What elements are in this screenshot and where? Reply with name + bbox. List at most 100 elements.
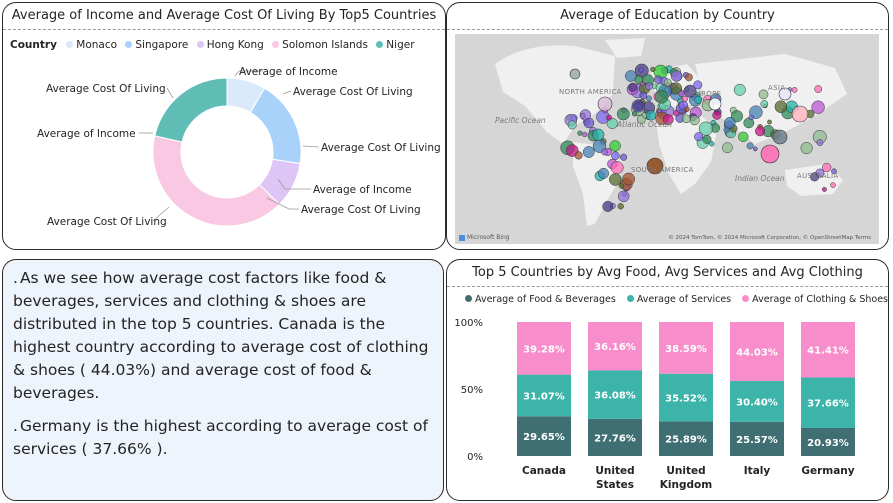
bar-segment-2[interactable]	[730, 322, 784, 382]
bar-segment-0[interactable]	[801, 427, 855, 456]
country-bubble[interactable]	[814, 85, 823, 93]
donut-slice-solomon-islands[interactable]	[152, 135, 281, 227]
country-bubble[interactable]	[640, 81, 645, 87]
country-bubble[interactable]	[746, 142, 754, 150]
bar-segment-1[interactable]	[588, 370, 642, 419]
legend-item-clothing[interactable]: Average of Clothing & Shoes	[742, 294, 888, 305]
bar-segment-1[interactable]	[517, 374, 571, 417]
country-bubble[interactable]	[662, 114, 674, 125]
country-bubble[interactable]	[689, 115, 700, 126]
legend-item-monaco[interactable]: Monaco	[66, 39, 117, 51]
country-bubble[interactable]	[606, 114, 612, 121]
country-bubble[interactable]	[617, 190, 630, 203]
country-bubble[interactable]	[708, 97, 722, 111]
country-bubble[interactable]	[582, 131, 588, 138]
country-bubble[interactable]	[610, 161, 624, 174]
country-bubble[interactable]	[684, 106, 690, 113]
country-bubble[interactable]	[598, 167, 609, 179]
country-bubble[interactable]	[748, 114, 755, 121]
country-bubble[interactable]	[760, 100, 769, 108]
country-bubble[interactable]	[609, 140, 621, 152]
country-bubble[interactable]	[569, 68, 581, 80]
bar-segment-1[interactable]	[659, 373, 713, 422]
country-bubble[interactable]	[622, 172, 635, 186]
country-bubble[interactable]	[597, 96, 613, 112]
bar-segment-0[interactable]	[517, 416, 571, 456]
country-bubble[interactable]	[611, 151, 620, 161]
country-bubble[interactable]	[772, 129, 788, 145]
country-bubble[interactable]	[816, 139, 824, 146]
country-bubble[interactable]	[645, 109, 657, 121]
country-bubble[interactable]	[767, 119, 772, 125]
country-bubble[interactable]	[628, 82, 638, 92]
country-bubble[interactable]	[682, 114, 691, 124]
country-bubble[interactable]	[631, 111, 638, 117]
bar-segment-0[interactable]	[588, 418, 642, 456]
country-bubble[interactable]	[694, 132, 704, 142]
country-bubble[interactable]	[774, 100, 788, 113]
country-bubble[interactable]	[579, 113, 586, 119]
country-bubble[interactable]	[760, 144, 780, 164]
country-bubble[interactable]	[791, 87, 798, 93]
bar-segment-2[interactable]	[517, 322, 571, 375]
country-bubble[interactable]	[738, 131, 749, 142]
country-bubble[interactable]	[592, 128, 605, 141]
country-bubble[interactable]	[601, 148, 608, 156]
country-bubble[interactable]	[830, 182, 836, 188]
map-copyright[interactable]: © 2024 TomTom, © 2024 Microsoft Corporat…	[668, 235, 871, 241]
country-bubble[interactable]	[800, 142, 813, 155]
legend-item-niger[interactable]: Niger	[376, 39, 415, 51]
country-bubble[interactable]	[755, 126, 766, 137]
country-bubble[interactable]	[618, 183, 625, 189]
country-bubble[interactable]	[694, 95, 703, 104]
country-bubble[interactable]	[653, 75, 663, 84]
country-bubble[interactable]	[577, 130, 583, 136]
country-bubble[interactable]	[724, 117, 736, 129]
legend-item-solomon-islands[interactable]: Solomon Islands	[272, 39, 368, 51]
world-map[interactable]: NORTH AMERICA EUROPE ASIA SOUTH AMERICA …	[455, 34, 879, 244]
country-bubble[interactable]	[638, 67, 644, 73]
donut-slice-niger[interactable]	[154, 77, 228, 143]
country-bubble[interactable]	[567, 120, 577, 130]
country-bubble[interactable]	[645, 82, 653, 91]
legend-item-food[interactable]: Average of Food & Beverages	[465, 294, 616, 305]
country-bubble[interactable]	[821, 186, 827, 192]
bar-segment-0[interactable]	[730, 421, 784, 456]
country-bubble[interactable]	[681, 96, 688, 103]
country-bubble[interactable]	[617, 203, 624, 210]
country-bubble[interactable]	[639, 91, 648, 100]
bar-segment-2[interactable]	[588, 322, 642, 371]
country-bubble[interactable]	[778, 87, 792, 101]
country-bubble[interactable]	[693, 80, 703, 90]
country-bubble[interactable]	[650, 66, 656, 72]
country-bubble[interactable]	[574, 151, 583, 160]
country-bubble[interactable]	[609, 173, 622, 186]
country-bubble[interactable]	[602, 200, 614, 212]
legend-item-singapore[interactable]: Singapore	[125, 39, 188, 51]
legend-item-services[interactable]: Average of Services	[626, 294, 731, 305]
country-bubble[interactable]	[684, 73, 693, 82]
donut-slice-singapore[interactable]	[249, 87, 302, 165]
country-bubble[interactable]	[582, 146, 595, 158]
country-bubble[interactable]	[709, 141, 715, 147]
country-bubble[interactable]	[683, 84, 697, 98]
country-bubble[interactable]	[733, 83, 746, 96]
country-bubble[interactable]	[646, 157, 664, 175]
country-bubble[interactable]	[583, 117, 595, 129]
country-bubble[interactable]	[620, 153, 628, 161]
country-bubble[interactable]	[811, 100, 825, 114]
country-bubble[interactable]	[670, 70, 683, 82]
country-bubble[interactable]	[712, 110, 722, 120]
country-bubble[interactable]	[655, 90, 669, 104]
country-bubble[interactable]	[645, 95, 652, 102]
bar-segment-0[interactable]	[659, 421, 713, 456]
country-bubble[interactable]	[758, 89, 769, 100]
country-bubble[interactable]	[791, 105, 809, 123]
country-bubble[interactable]	[722, 142, 733, 154]
country-bubble[interactable]	[606, 117, 618, 129]
country-bubble[interactable]	[625, 70, 637, 82]
country-bubble[interactable]	[633, 100, 644, 111]
country-bubble[interactable]	[663, 78, 672, 87]
country-bubble[interactable]	[698, 121, 713, 136]
country-bubble[interactable]	[810, 172, 820, 182]
